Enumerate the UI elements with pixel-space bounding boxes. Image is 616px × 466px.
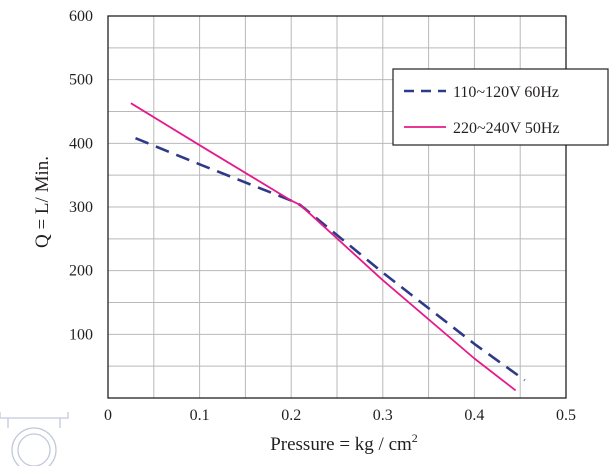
- x-tick-label: 0: [104, 407, 112, 424]
- x-tick-labels: 0 0.1 0.2 0.3 0.4 0.5: [104, 407, 576, 424]
- plot-frame: [107, 15, 567, 399]
- logo-mark: [0, 412, 69, 466]
- series-layer: [130, 102, 526, 392]
- y-axis-label: Q = L/ Min.: [32, 156, 53, 248]
- x-axis-label-superscript: 2: [412, 431, 418, 445]
- y-tick-label: 600: [69, 8, 93, 25]
- x-axis-label: Pressure = kg / cm2: [270, 431, 418, 455]
- legend: 110~120V 60Hz 220~240V 50Hz: [392, 68, 609, 146]
- y-tick-label: 300: [69, 199, 93, 216]
- x-tick-label: 0.5: [556, 407, 576, 424]
- x-tick-label: 0.3: [373, 407, 393, 424]
- y-tick-label: 500: [69, 72, 93, 89]
- y-tick-label: 100: [69, 326, 93, 343]
- x-tick-label: 0.1: [190, 407, 210, 424]
- x-tick-label: 0.2: [281, 407, 301, 424]
- legend-label-1: 110~120V 60Hz: [453, 84, 559, 101]
- y-tick-label: 400: [69, 135, 93, 152]
- y-tick-label: 200: [69, 263, 93, 280]
- legend-box: [392, 68, 609, 146]
- x-axis-label-text: Pressure = kg / cm: [270, 434, 412, 455]
- series-line-2: [130, 102, 517, 392]
- legend-label-2: 220~240V 50Hz: [453, 120, 560, 137]
- y-tick-labels: 100 200 300 400 500 600: [69, 8, 93, 343]
- x-tick-label: 0.4: [464, 407, 484, 424]
